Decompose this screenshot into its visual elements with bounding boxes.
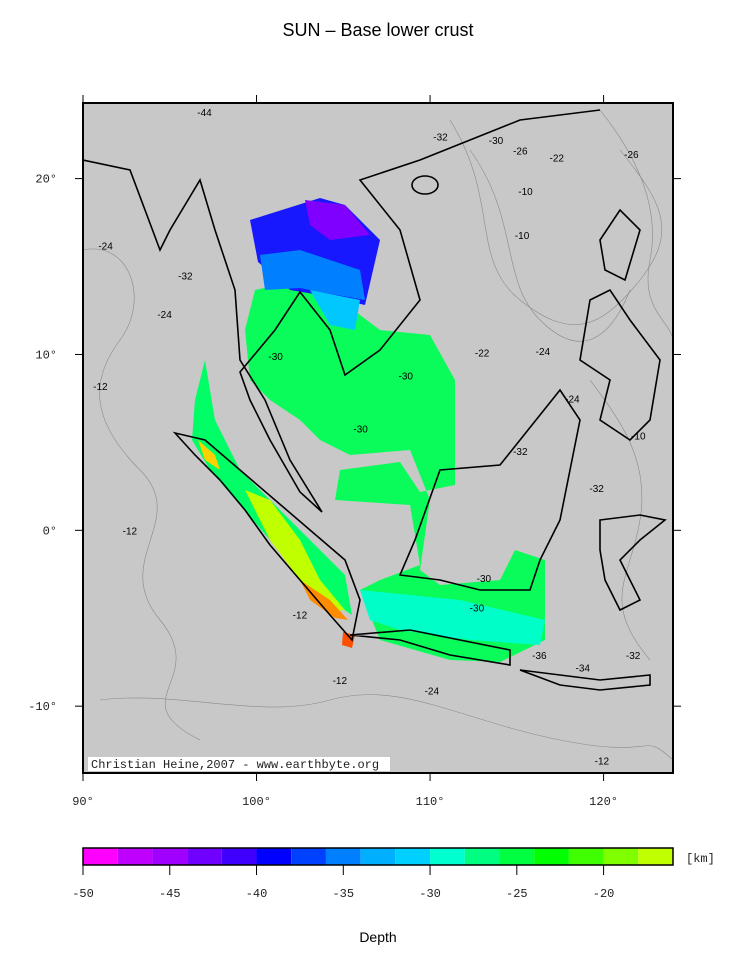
colorbar-segment (568, 848, 604, 865)
contour-label: -26 (513, 146, 528, 157)
contour-label: -12 (293, 611, 308, 622)
contour-label: -10 (518, 187, 533, 198)
contour-label: -32 (626, 651, 641, 662)
contour-label: -12 (123, 526, 138, 537)
contour-label: -32 (513, 447, 528, 458)
contours (83, 109, 673, 761)
colorbar-segment (464, 848, 500, 865)
colorbar-segment (395, 848, 431, 865)
contour-label: -26 (624, 150, 639, 161)
y-tick-label: 20° (35, 173, 57, 187)
contour-label: -24 (425, 686, 440, 697)
colorbar-segment (325, 848, 361, 865)
colorbar-segment (291, 848, 326, 865)
contour-label: -10 (631, 431, 646, 442)
contour-label: -30 (353, 424, 368, 435)
contour-label: -30 (477, 574, 492, 585)
contour-label: -30 (399, 372, 414, 383)
map-frame (82, 102, 674, 774)
colorbar-label: Depth (359, 929, 396, 945)
contour-label: -30 (268, 352, 283, 363)
colorbar-tick-label: -45 (159, 887, 181, 901)
colorbar-tick-label: -35 (332, 887, 354, 901)
colorbar-segment (152, 848, 188, 865)
colorbar-tick-label: -40 (246, 887, 268, 901)
x-tick-label: 120° (589, 795, 618, 809)
map-layers (83, 109, 673, 761)
contour-label: -36 (532, 651, 547, 662)
contour-label: -24 (98, 241, 113, 252)
colorbar-segment (117, 848, 153, 865)
contour-label: -10 (515, 231, 530, 242)
credit: Christian Heine,2007 - www.earthbyte.org (91, 758, 379, 772)
colorbar-segment (603, 848, 639, 865)
contour-label: -32 (178, 271, 193, 282)
credit-box (88, 757, 390, 771)
contour-label: -44 (197, 108, 212, 119)
colorbar-segment (638, 848, 673, 865)
contour-label: -24 (536, 347, 551, 358)
x-tick-label: 100° (242, 795, 271, 809)
contour-label: -22 (475, 349, 490, 360)
contour-label: -22 (550, 154, 565, 165)
contour-label: -32 (589, 484, 604, 495)
x-tick-label: 110° (416, 795, 445, 809)
chart-title: SUN – Base lower crust (282, 20, 473, 40)
colorbar-segment (534, 848, 569, 865)
y-tick-label: 0° (43, 524, 57, 538)
depth-field (192, 198, 545, 662)
contour-label: -24 (157, 310, 172, 321)
contour-label: -34 (576, 663, 591, 674)
colorbar-frame (82, 847, 674, 866)
colorbar-tick-label: -20 (593, 887, 615, 901)
contour-label: -30 (470, 604, 485, 615)
colorbar-segment (430, 848, 465, 865)
colorbar-segment (187, 848, 222, 865)
x-tick-label: 90° (72, 795, 94, 809)
colorbar-segment (499, 848, 535, 865)
colorbar-segment (360, 848, 396, 865)
coastlines (83, 109, 667, 691)
contour-label: -30 (489, 136, 504, 147)
contour-labels: -44 -32 -30 -26 -22 -26 -10 -10 -24 -32 -24 -22 -24 -… (93, 108, 646, 768)
colorbar-tick-label: -25 (506, 887, 528, 901)
colorbar-segment (83, 848, 118, 865)
colorbar-tick-label: -50 (72, 887, 94, 901)
colorbar-unit: [km] (686, 852, 715, 866)
colorbar-segment (256, 848, 292, 865)
y-tick-label: -10° (28, 700, 57, 714)
y-tick-label: 10° (35, 348, 57, 362)
contour-label: -24 (565, 394, 580, 405)
contour-label: -12 (595, 757, 610, 768)
colorbar-segment (221, 848, 257, 865)
contour-label: -12 (93, 382, 108, 393)
contour-label: -12 (333, 676, 348, 687)
colorbar-tick-label: -30 (419, 887, 441, 901)
contour-label: -32 (433, 132, 448, 143)
